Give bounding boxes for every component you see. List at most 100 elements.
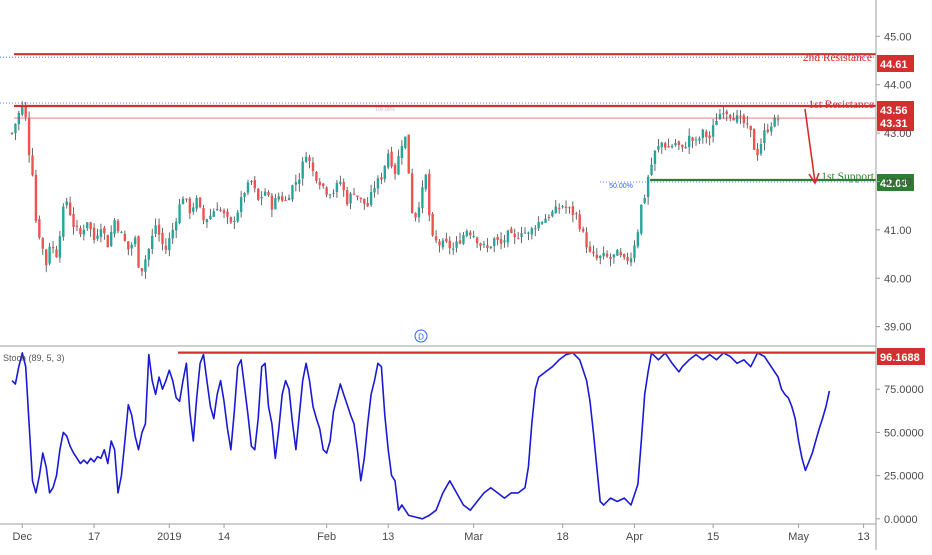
candle-body bbox=[571, 206, 575, 215]
candle-body bbox=[45, 249, 48, 266]
candle bbox=[294, 174, 298, 192]
candle bbox=[304, 151, 308, 163]
time-axis-label: 17 bbox=[88, 531, 100, 543]
candle-body bbox=[660, 142, 663, 148]
candle-body bbox=[462, 234, 465, 244]
candle bbox=[120, 230, 123, 234]
candle-body bbox=[554, 206, 557, 214]
candle-body bbox=[441, 240, 445, 248]
candle-body bbox=[257, 188, 260, 200]
candle bbox=[246, 179, 250, 196]
candle bbox=[698, 136, 701, 144]
candle-body bbox=[729, 115, 732, 118]
candle bbox=[708, 131, 711, 146]
candle bbox=[455, 236, 458, 253]
candle bbox=[489, 246, 492, 250]
candle-body bbox=[322, 183, 325, 187]
candle bbox=[113, 218, 116, 238]
candle-body bbox=[431, 213, 434, 236]
candle bbox=[554, 199, 557, 214]
candle-body bbox=[349, 193, 352, 204]
candle-body bbox=[195, 197, 198, 209]
candle bbox=[510, 226, 513, 234]
candle-body bbox=[616, 249, 619, 256]
candle-body bbox=[612, 254, 616, 258]
candle bbox=[636, 229, 640, 249]
candle bbox=[14, 123, 17, 140]
candle bbox=[233, 216, 236, 229]
stochastic-line bbox=[11, 352, 831, 520]
candle-body bbox=[657, 146, 660, 150]
candle-body bbox=[458, 240, 462, 244]
time-axis-label: 14 bbox=[218, 531, 230, 543]
candle-body bbox=[551, 211, 554, 217]
candle-body bbox=[246, 182, 250, 193]
candle bbox=[280, 191, 284, 203]
candle-body bbox=[277, 196, 280, 200]
candle-body bbox=[465, 231, 469, 236]
candle bbox=[27, 111, 31, 163]
candle-body bbox=[506, 230, 510, 243]
candle bbox=[195, 195, 198, 212]
candle-body bbox=[681, 144, 684, 148]
candle-body bbox=[147, 248, 150, 260]
candle bbox=[465, 229, 469, 238]
candle-body bbox=[756, 148, 759, 156]
candle bbox=[10, 131, 14, 136]
candle bbox=[506, 229, 510, 248]
candle bbox=[130, 242, 133, 256]
candle bbox=[250, 180, 253, 186]
indicator-label[interactable]: Stoch (89, 5, 3) bbox=[3, 353, 65, 363]
candle-body bbox=[421, 187, 424, 209]
candle-body bbox=[123, 233, 127, 241]
candle bbox=[431, 212, 434, 237]
candle-body bbox=[205, 219, 209, 223]
candle-body bbox=[609, 256, 612, 259]
candle bbox=[236, 209, 239, 223]
candle-body bbox=[157, 224, 161, 235]
candle-body bbox=[236, 212, 239, 222]
candle bbox=[575, 211, 578, 220]
candle bbox=[92, 223, 96, 244]
candle bbox=[34, 169, 38, 224]
candle bbox=[79, 225, 82, 237]
candle-body bbox=[489, 246, 492, 249]
candle bbox=[561, 204, 564, 209]
candle-body bbox=[766, 129, 770, 132]
candle bbox=[448, 236, 451, 255]
candle-body bbox=[387, 153, 390, 168]
candle-body bbox=[674, 142, 677, 146]
price-axis-label: 45.00 bbox=[884, 31, 912, 43]
candle bbox=[499, 232, 503, 250]
candle-body bbox=[540, 221, 544, 224]
candle bbox=[609, 253, 612, 267]
support-resistance-levels bbox=[0, 53, 876, 185]
candle-body bbox=[742, 115, 746, 124]
candle bbox=[55, 245, 58, 258]
candle-body bbox=[564, 206, 568, 208]
candle bbox=[640, 204, 643, 236]
candle bbox=[469, 230, 472, 240]
candle-body bbox=[318, 181, 321, 186]
candle bbox=[308, 154, 311, 169]
candle-body bbox=[633, 245, 636, 259]
candle-body bbox=[595, 254, 599, 259]
candle-body bbox=[510, 228, 513, 233]
candle bbox=[428, 169, 431, 222]
candle-body bbox=[280, 196, 284, 201]
candle-body bbox=[393, 164, 397, 175]
dividend-marker[interactable]: D bbox=[414, 329, 428, 343]
candle-body bbox=[209, 215, 212, 220]
stoch-level-value: 96.1688 bbox=[880, 352, 920, 364]
candle-body bbox=[537, 222, 540, 229]
price-pane bbox=[10, 101, 780, 279]
candle bbox=[571, 201, 575, 223]
candle-body bbox=[424, 174, 428, 190]
candle bbox=[715, 113, 718, 126]
candle bbox=[301, 157, 304, 186]
candle-body bbox=[270, 195, 274, 210]
candle-body bbox=[414, 212, 417, 218]
candle-body bbox=[677, 141, 681, 146]
candle bbox=[626, 252, 629, 265]
price-tag-2nd-resistance: 44.61 bbox=[877, 55, 914, 72]
